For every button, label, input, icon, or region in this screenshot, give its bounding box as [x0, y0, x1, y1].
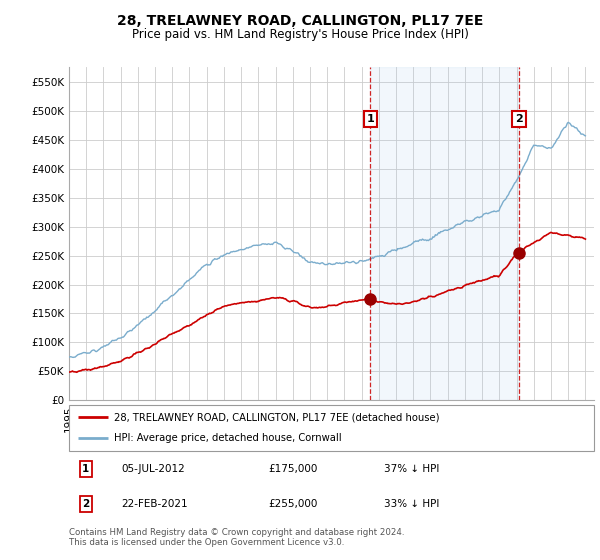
Text: 1: 1 — [82, 464, 89, 474]
Text: 1: 1 — [367, 114, 374, 124]
Text: £175,000: £175,000 — [269, 464, 318, 474]
Text: 28, TRELAWNEY ROAD, CALLINGTON, PL17 7EE (detached house): 28, TRELAWNEY ROAD, CALLINGTON, PL17 7EE… — [113, 412, 439, 422]
Text: 28, TRELAWNEY ROAD, CALLINGTON, PL17 7EE: 28, TRELAWNEY ROAD, CALLINGTON, PL17 7EE — [117, 14, 483, 28]
Text: 33% ↓ HPI: 33% ↓ HPI — [384, 499, 439, 509]
Text: Price paid vs. HM Land Registry's House Price Index (HPI): Price paid vs. HM Land Registry's House … — [131, 28, 469, 41]
Text: Contains HM Land Registry data © Crown copyright and database right 2024.
This d: Contains HM Land Registry data © Crown c… — [69, 528, 404, 547]
Text: 2: 2 — [82, 499, 89, 509]
Text: £255,000: £255,000 — [269, 499, 318, 509]
Text: 37% ↓ HPI: 37% ↓ HPI — [384, 464, 439, 474]
Text: 05-JUL-2012: 05-JUL-2012 — [121, 464, 185, 474]
Bar — [370, 67, 519, 400]
Text: HPI: Average price, detached house, Cornwall: HPI: Average price, detached house, Corn… — [113, 433, 341, 444]
Text: 2: 2 — [515, 114, 523, 124]
Text: 22-FEB-2021: 22-FEB-2021 — [121, 499, 188, 509]
